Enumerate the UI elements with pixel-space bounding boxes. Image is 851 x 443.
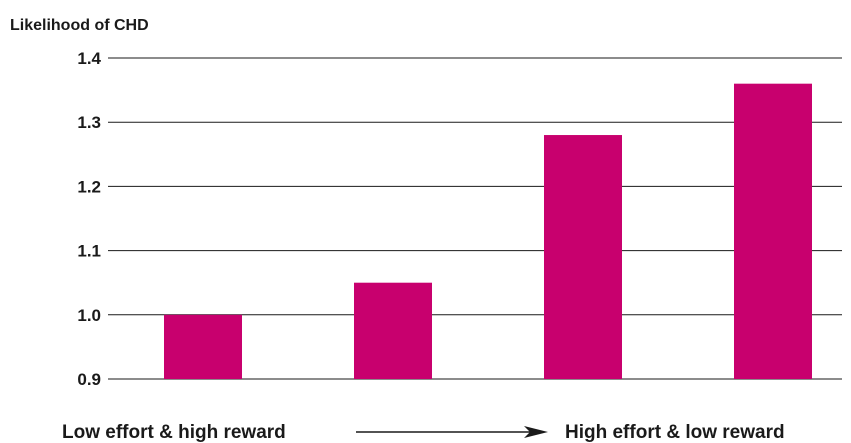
y-tick-label: 1.2 bbox=[77, 177, 101, 196]
y-tick-label: 1.1 bbox=[77, 242, 101, 261]
y-tick-label: 0.9 bbox=[77, 370, 101, 389]
y-tick-label: 1.3 bbox=[77, 113, 101, 132]
y-tick-label: 1.4 bbox=[77, 49, 101, 68]
low-effort-label: Low effort & high reward bbox=[62, 422, 286, 443]
y-tick-labels: 0.9 1.0 1.1 1.2 1.3 1.4 bbox=[77, 49, 101, 389]
bar bbox=[354, 282, 432, 379]
y-axis-label: Likelihood of CHD bbox=[10, 17, 149, 34]
y-tick-label: 1.0 bbox=[77, 306, 101, 325]
bar bbox=[734, 83, 812, 380]
bar bbox=[544, 135, 622, 379]
bars bbox=[164, 83, 812, 380]
high-effort-label: High effort & low reward bbox=[565, 422, 785, 443]
bar bbox=[164, 314, 242, 379]
right-arrow-icon bbox=[356, 426, 548, 438]
